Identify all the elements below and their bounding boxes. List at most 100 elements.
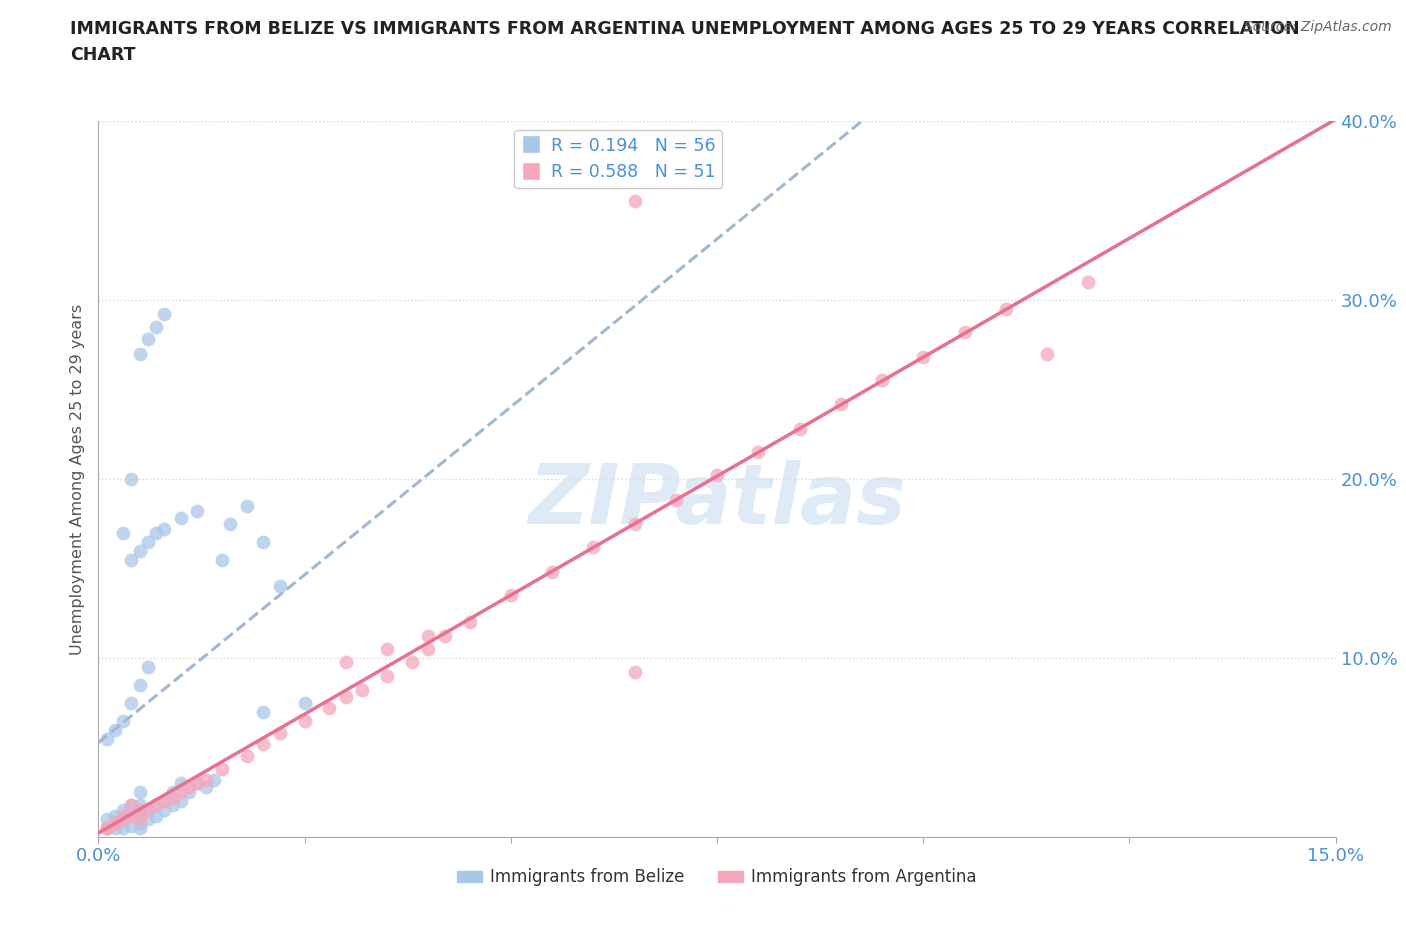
Point xyxy=(458,615,481,630)
Point xyxy=(112,803,135,817)
Point xyxy=(112,820,135,835)
Point xyxy=(162,797,184,812)
Point xyxy=(96,820,118,835)
Point xyxy=(219,516,242,531)
Point xyxy=(170,511,193,525)
Point xyxy=(104,816,127,830)
Point xyxy=(170,794,193,809)
Point xyxy=(120,472,142,486)
Point xyxy=(104,816,127,830)
Point xyxy=(162,785,184,800)
Point xyxy=(136,659,159,674)
Point xyxy=(153,307,176,322)
Point xyxy=(128,808,150,823)
Point xyxy=(136,803,159,817)
Point xyxy=(789,421,811,436)
Point xyxy=(953,325,976,339)
Point xyxy=(1077,274,1099,289)
Point xyxy=(252,704,274,719)
Point xyxy=(120,818,142,833)
Point xyxy=(153,522,176,537)
Point xyxy=(128,785,150,800)
Point xyxy=(747,445,769,459)
Point xyxy=(912,350,935,365)
Point xyxy=(623,194,645,209)
Point xyxy=(136,812,159,827)
Point xyxy=(211,552,233,567)
Point xyxy=(96,731,118,746)
Point xyxy=(582,539,605,554)
Point xyxy=(186,504,208,519)
Point xyxy=(541,565,564,579)
Legend: Immigrants from Belize, Immigrants from Argentina: Immigrants from Belize, Immigrants from … xyxy=(450,862,984,893)
Text: Source: ZipAtlas.com: Source: ZipAtlas.com xyxy=(1244,20,1392,34)
Point xyxy=(418,629,440,644)
Point xyxy=(269,578,291,594)
Point xyxy=(433,629,456,644)
Point xyxy=(145,525,167,540)
Point xyxy=(128,812,150,827)
Point xyxy=(120,797,142,812)
Point xyxy=(269,725,291,740)
Point xyxy=(145,797,167,812)
Point xyxy=(120,808,142,823)
Point xyxy=(499,588,522,603)
Point xyxy=(145,808,167,823)
Point xyxy=(128,797,150,812)
Point xyxy=(401,654,423,669)
Text: CHART: CHART xyxy=(70,46,136,64)
Point xyxy=(179,779,201,794)
Point xyxy=(136,332,159,347)
Point xyxy=(162,790,184,805)
Point xyxy=(128,816,150,830)
Point xyxy=(104,722,127,737)
Point xyxy=(179,785,201,800)
Point xyxy=(128,803,150,817)
Point xyxy=(830,396,852,411)
Point xyxy=(112,812,135,827)
Point xyxy=(352,683,374,698)
Point xyxy=(104,820,127,835)
Point xyxy=(128,543,150,558)
Point xyxy=(153,803,176,817)
Point xyxy=(186,776,208,790)
Point xyxy=(418,642,440,657)
Point xyxy=(202,772,225,787)
Point xyxy=(112,808,135,823)
Point xyxy=(375,669,398,684)
Point xyxy=(318,700,340,715)
Point xyxy=(194,779,217,794)
Point xyxy=(665,493,688,508)
Point xyxy=(994,301,1017,316)
Point xyxy=(236,498,259,513)
Point xyxy=(294,713,316,728)
Point xyxy=(170,785,193,800)
Point xyxy=(623,665,645,680)
Point xyxy=(128,346,150,361)
Point xyxy=(136,803,159,817)
Point xyxy=(186,776,208,790)
Point xyxy=(1036,346,1059,361)
Point xyxy=(375,642,398,657)
Point xyxy=(194,772,217,787)
Point xyxy=(252,737,274,751)
Point xyxy=(96,820,118,835)
Point xyxy=(170,776,193,790)
Point xyxy=(112,713,135,728)
Point xyxy=(870,373,893,388)
Point xyxy=(252,534,274,549)
Point xyxy=(623,516,645,531)
Point xyxy=(153,794,176,809)
Text: ZIPatlas: ZIPatlas xyxy=(529,460,905,541)
Point xyxy=(128,820,150,835)
Point xyxy=(236,749,259,764)
Point xyxy=(145,319,167,334)
Point xyxy=(128,677,150,692)
Point xyxy=(335,690,357,705)
Point xyxy=(120,696,142,711)
Point xyxy=(120,552,142,567)
Point xyxy=(96,812,118,827)
Point xyxy=(120,797,142,812)
Point xyxy=(136,534,159,549)
Text: IMMIGRANTS FROM BELIZE VS IMMIGRANTS FROM ARGENTINA UNEMPLOYMENT AMONG AGES 25 T: IMMIGRANTS FROM BELIZE VS IMMIGRANTS FRO… xyxy=(70,20,1301,38)
